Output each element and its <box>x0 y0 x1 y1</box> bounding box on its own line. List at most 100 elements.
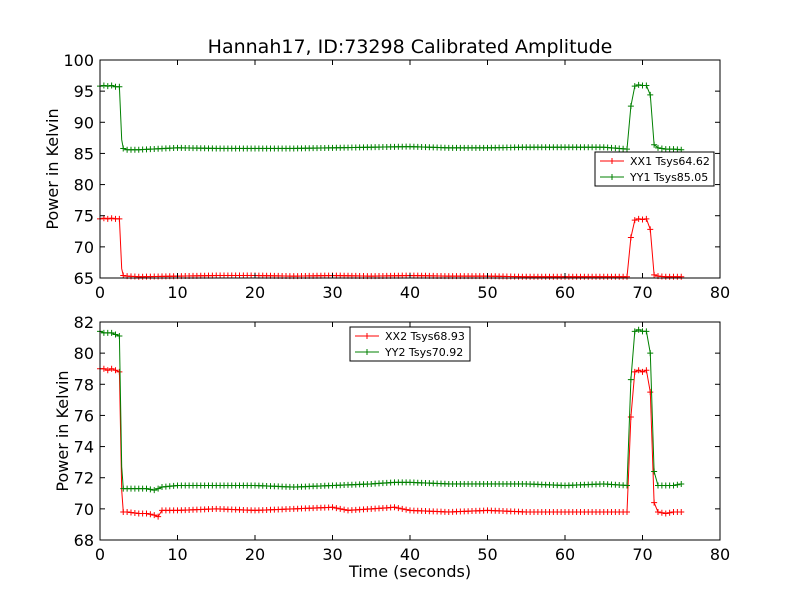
series-markers-2 <box>97 326 685 494</box>
data-point <box>651 271 658 278</box>
data-point <box>143 510 150 517</box>
x-tick-label: 60 <box>555 283 575 302</box>
data-point <box>112 367 119 374</box>
data-point <box>116 215 123 222</box>
data-point <box>643 328 650 335</box>
data-point <box>635 367 642 374</box>
x-tick-label: 10 <box>167 545 187 564</box>
data-point <box>120 145 127 152</box>
data-point <box>151 487 158 494</box>
data-point <box>624 508 630 515</box>
x-tick-label: 10 <box>167 283 187 302</box>
data-point <box>100 365 107 372</box>
legend-label: YY2 Tsys70.92 <box>384 346 463 359</box>
y-tick-label: 80 <box>74 176 94 195</box>
data-point <box>647 226 654 233</box>
data-point <box>639 368 646 375</box>
series-markers-1 <box>97 365 685 520</box>
x-tick-label: 30 <box>322 283 342 302</box>
bottom-plot: 0 10 20 30 40 50 60 70 80 68 70 72 74 76 78 80 82 Power i… <box>53 313 730 564</box>
data-point <box>147 511 154 518</box>
y-tick-label: 70 <box>74 500 94 519</box>
x-tick-label: 0 <box>95 545 105 564</box>
data-point <box>670 482 677 489</box>
data-point <box>631 328 638 335</box>
data-point <box>131 510 138 517</box>
data-point <box>651 468 658 475</box>
data-point <box>104 367 111 374</box>
data-point <box>116 333 123 340</box>
x-tick-label: 70 <box>632 283 652 302</box>
data-point <box>662 510 669 517</box>
data-point <box>116 368 123 375</box>
y-axis-label: Power in Kelvin <box>53 370 72 491</box>
data-point <box>100 82 107 89</box>
x-tick-label: 0 <box>95 283 105 302</box>
data-point <box>108 329 115 336</box>
x-tick-label: 20 <box>245 283 265 302</box>
data-point <box>678 273 685 280</box>
data-point <box>655 508 661 515</box>
data-point <box>635 215 642 222</box>
data-point <box>341 506 348 513</box>
y-tick-label: 74 <box>74 438 94 457</box>
data-point <box>643 215 650 222</box>
data-point <box>403 506 410 513</box>
data-point <box>658 145 665 152</box>
legend: XX2 Tsys68.93 YY2 Tsys70.92 <box>349 326 471 362</box>
legend: XX1 Tsys64.62 YY1 Tsys85.05 <box>594 151 715 187</box>
y-tick-label: 72 <box>74 469 94 488</box>
data-point <box>147 486 154 493</box>
y-tick-label: 75 <box>74 207 94 226</box>
data-point <box>155 513 162 520</box>
x-tick-label: 70 <box>632 545 652 564</box>
data-point <box>112 331 119 338</box>
data-point <box>639 216 646 223</box>
data-point <box>655 144 661 151</box>
x-tick-label: 80 <box>710 545 730 564</box>
legend-marker <box>609 158 615 164</box>
legend-marker <box>364 333 370 339</box>
data-point <box>651 499 658 506</box>
data-point <box>108 365 115 372</box>
x-tick-label: 50 <box>477 545 497 564</box>
data-point <box>116 83 123 90</box>
x-tick-label: 80 <box>710 283 730 302</box>
data-point <box>333 505 340 512</box>
y-tick-label: 85 <box>74 144 94 163</box>
data-point <box>395 505 402 512</box>
data-point <box>399 505 406 512</box>
legend-label: XX1 Tsys64.62 <box>630 155 710 168</box>
top-plot: 0 10 20 30 40 50 60 70 80 65 70 75 80 85 90 95 100 Power … <box>43 51 730 302</box>
y-tick-label: 90 <box>74 113 94 132</box>
data-point <box>143 485 150 492</box>
data-point <box>128 509 134 516</box>
data-point <box>627 376 634 383</box>
data-point <box>627 413 634 420</box>
data-point <box>155 485 162 492</box>
data-point <box>624 146 630 153</box>
data-point <box>678 480 685 487</box>
y-tick-label: 95 <box>74 82 94 101</box>
data-point <box>674 481 681 488</box>
y-tick-label: 68 <box>74 531 94 550</box>
y-tick-label: 65 <box>74 269 94 288</box>
data-point <box>643 367 650 374</box>
data-point <box>631 368 638 375</box>
data-point <box>627 103 634 110</box>
data-point <box>647 389 654 396</box>
series-markers-2 <box>97 81 685 153</box>
data-point <box>666 509 673 516</box>
data-point <box>108 82 115 89</box>
data-point <box>624 273 630 280</box>
y-tick-label: 80 <box>74 344 94 363</box>
data-point <box>104 83 111 90</box>
legend-marker <box>609 174 615 180</box>
data-point <box>627 234 634 241</box>
legend-marker <box>364 349 370 355</box>
y-tick-label: 82 <box>74 313 94 332</box>
y-tick-label: 78 <box>74 375 94 394</box>
data-point <box>647 91 654 98</box>
x-tick-label: 50 <box>477 283 497 302</box>
